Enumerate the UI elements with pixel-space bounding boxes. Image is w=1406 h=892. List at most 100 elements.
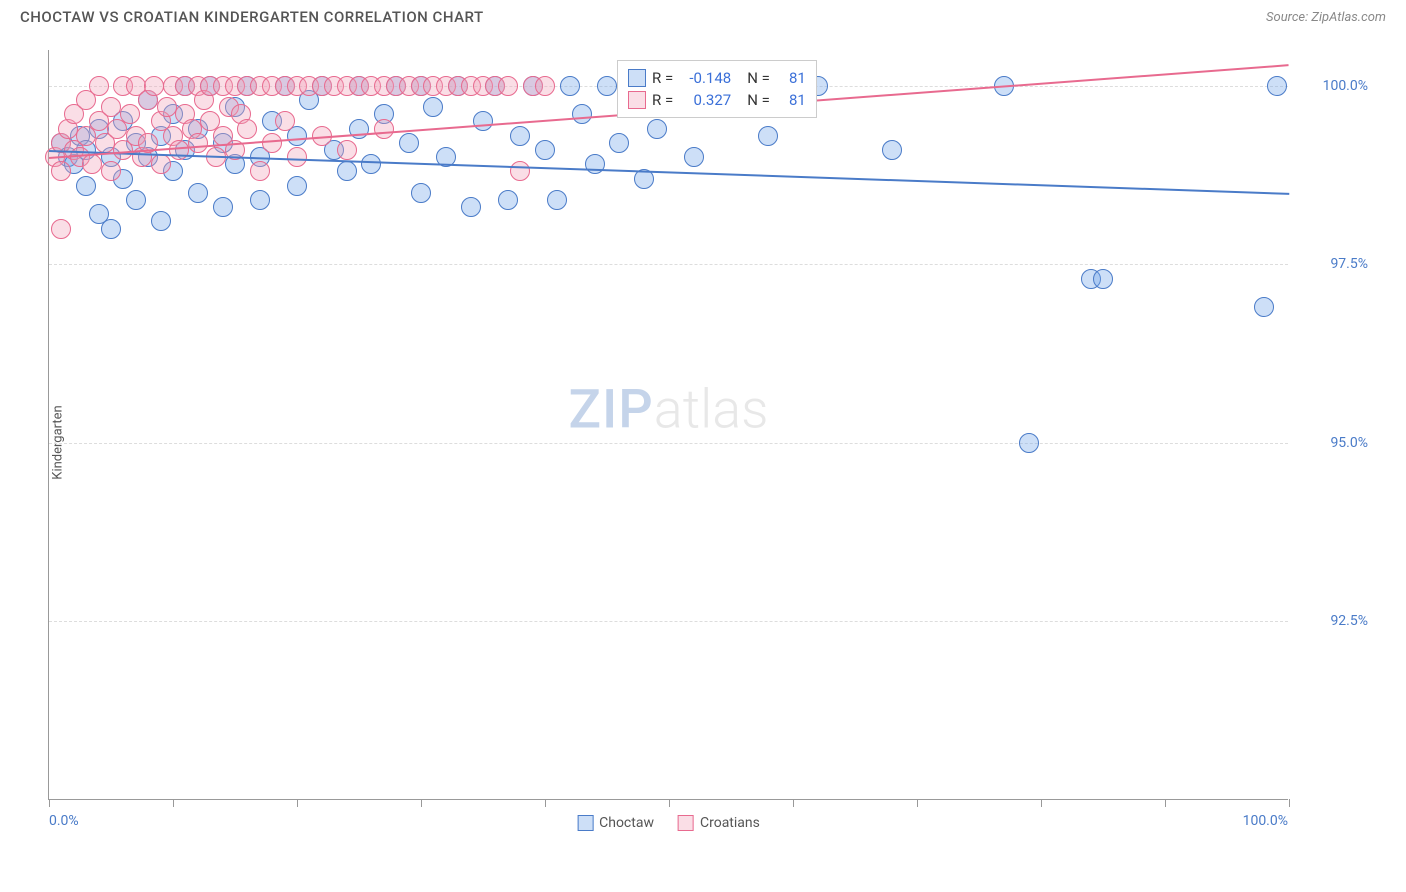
legend-item: Choctaw: [577, 815, 654, 831]
scatter-point: [337, 161, 357, 181]
stat-r-label: R =: [652, 91, 673, 109]
stat-n-label: N =: [747, 69, 770, 87]
stat-n-value: 81: [776, 91, 806, 109]
gridline: [49, 621, 1288, 622]
scatter-point: [1093, 269, 1113, 289]
xtick: [49, 799, 50, 807]
scatter-point: [287, 147, 307, 167]
scatter-point: [1019, 433, 1039, 453]
scatter-point: [411, 183, 431, 203]
chart-container: Kindergarten ZIPatlas 92.5%95.0%97.5%100…: [48, 50, 1378, 820]
scatter-point: [473, 111, 493, 131]
scatter-point: [51, 161, 71, 181]
scatter-point: [461, 197, 481, 217]
scatter-point: [262, 133, 282, 153]
scatter-point: [374, 119, 394, 139]
watermark-atlas: atlas: [654, 378, 769, 441]
scatter-point: [101, 219, 121, 239]
scatter-point: [1254, 297, 1274, 317]
scatter-point: [572, 104, 592, 124]
xtick: [669, 799, 670, 807]
scatter-point: [213, 197, 233, 217]
scatter-point: [758, 126, 778, 146]
ytick-label: 100.0%: [1298, 78, 1368, 94]
scatter-point: [237, 119, 257, 139]
scatter-point: [126, 190, 146, 210]
xtick: [917, 799, 918, 807]
scatter-point: [510, 126, 530, 146]
scatter-point: [250, 190, 270, 210]
scatter-point: [585, 154, 605, 174]
stat-swatch: [628, 91, 646, 109]
scatter-point: [684, 147, 704, 167]
xtick: [1289, 799, 1290, 807]
xtick: [1041, 799, 1042, 807]
scatter-point: [120, 104, 140, 124]
xtick-label: 100.0%: [1243, 813, 1288, 829]
scatter-point: [423, 97, 443, 117]
legend-swatch: [678, 815, 694, 831]
legend-label: Croatians: [700, 815, 760, 831]
scatter-point: [535, 76, 555, 96]
scatter-point: [250, 161, 270, 181]
scatter-point: [399, 133, 419, 153]
scatter-point: [560, 76, 580, 96]
scatter-point: [188, 183, 208, 203]
xtick: [1165, 799, 1166, 807]
scatter-point: [101, 97, 121, 117]
scatter-point: [337, 140, 357, 160]
scatter-point: [157, 97, 177, 117]
gridline: [49, 264, 1288, 265]
gridline: [49, 443, 1288, 444]
plot-area: ZIPatlas 92.5%95.0%97.5%100.0%0.0%100.0%…: [48, 50, 1288, 800]
stat-r-value: 0.327: [679, 91, 731, 109]
scatter-point: [498, 190, 518, 210]
scatter-point: [1267, 76, 1287, 96]
stat-r-value: -0.148: [679, 69, 731, 87]
scatter-point: [151, 211, 171, 231]
scatter-point: [547, 190, 567, 210]
scatter-point: [76, 176, 96, 196]
ytick-label: 92.5%: [1298, 613, 1368, 629]
scatter-point: [51, 219, 71, 239]
xtick: [421, 799, 422, 807]
legend-swatch: [577, 815, 593, 831]
scatter-point: [609, 133, 629, 153]
scatter-point: [647, 119, 667, 139]
stat-row: R = -0.148 N = 81: [628, 67, 806, 89]
scatter-point: [169, 140, 189, 160]
scatter-point: [188, 133, 208, 153]
scatter-point: [882, 140, 902, 160]
source-label: Source: ZipAtlas.com: [1266, 10, 1386, 25]
watermark-zip: ZIP: [568, 378, 653, 441]
chart-title: CHOCTAW VS CROATIAN KINDERGARTEN CORRELA…: [20, 8, 484, 26]
xtick: [297, 799, 298, 807]
ytick-label: 97.5%: [1298, 256, 1368, 272]
ytick-label: 95.0%: [1298, 435, 1368, 451]
xtick: [793, 799, 794, 807]
stat-box: R = -0.148 N = 81 R = 0.327 N = 81: [617, 60, 817, 118]
stat-r-label: R =: [652, 69, 673, 87]
scatter-point: [498, 76, 518, 96]
scatter-point: [361, 154, 381, 174]
scatter-point: [101, 161, 121, 181]
scatter-point: [510, 161, 530, 181]
scatter-point: [144, 76, 164, 96]
scatter-point: [89, 76, 109, 96]
xtick: [173, 799, 174, 807]
stat-n-value: 81: [776, 69, 806, 87]
legend: Choctaw Croatians: [577, 815, 760, 831]
watermark: ZIPatlas: [568, 378, 768, 441]
scatter-point: [275, 111, 295, 131]
legend-label: Choctaw: [599, 815, 654, 831]
scatter-point: [535, 140, 555, 160]
stat-row: R = 0.327 N = 81: [628, 89, 806, 111]
xtick-label: 0.0%: [49, 813, 79, 829]
xtick: [545, 799, 546, 807]
scatter-point: [597, 76, 617, 96]
stat-n-label: N =: [747, 91, 770, 109]
stat-swatch: [628, 69, 646, 87]
scatter-point: [287, 176, 307, 196]
scatter-point: [82, 154, 102, 174]
legend-item: Croatians: [678, 815, 760, 831]
